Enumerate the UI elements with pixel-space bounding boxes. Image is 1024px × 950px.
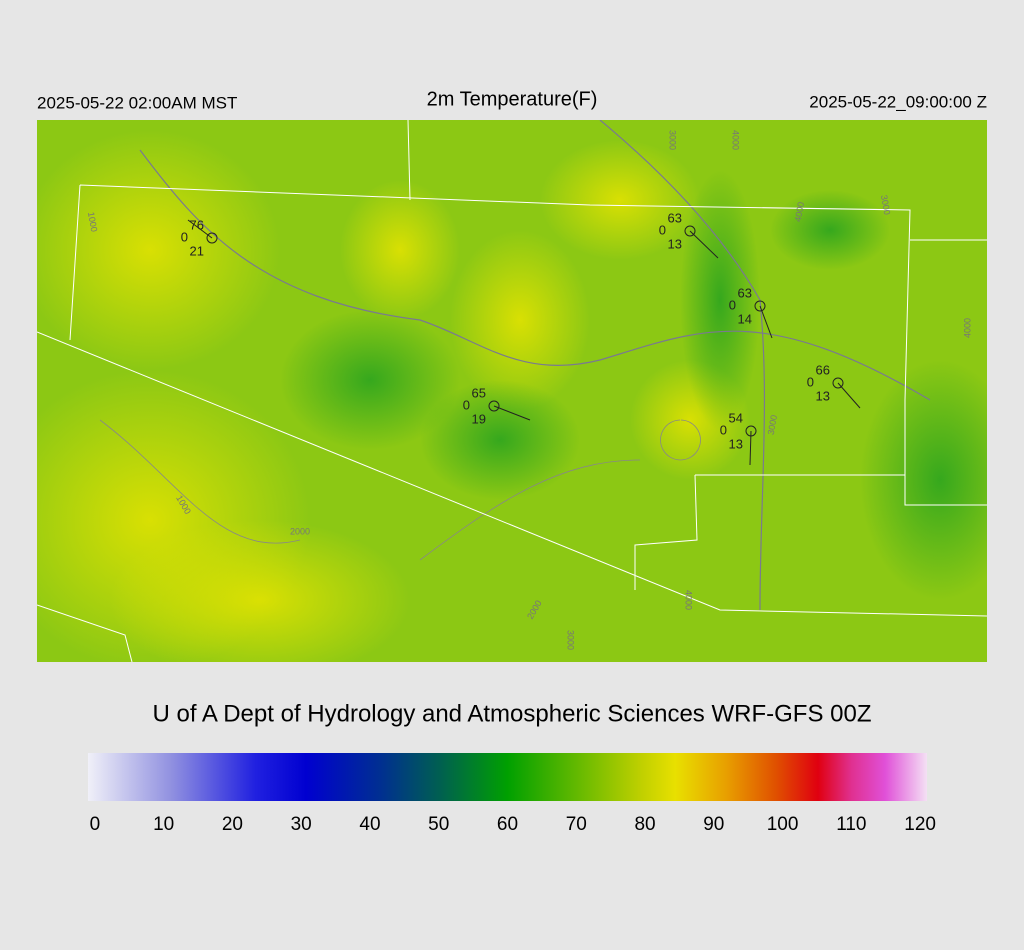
colorbar-tick-label: 80 — [634, 814, 655, 835]
station-temperature: 76 — [190, 217, 204, 232]
colorbar-tick-label: 20 — [222, 814, 243, 835]
station-temperature: 66 — [816, 362, 830, 377]
wind-barb — [749, 430, 752, 466]
station-dewpoint: 0 — [729, 297, 736, 312]
map-title: 2m Temperature(F) — [427, 88, 598, 110]
station-dewpoint: 0 — [720, 422, 727, 437]
station-temperature: 63 — [668, 210, 682, 225]
wind-barb — [493, 405, 531, 421]
station-wind: 21 — [190, 243, 204, 258]
station-marker — [832, 377, 844, 389]
model-credit: U of A Dept of Hydrology and Atmospheric… — [153, 700, 872, 727]
contour-label: 3000 — [668, 130, 678, 150]
colorbar-tick-label: 90 — [703, 814, 724, 835]
contour-label: 2000 — [290, 526, 310, 536]
colorbar-tick-label: 30 — [291, 814, 312, 835]
contour-label: 4000 — [793, 201, 806, 222]
colorbar-tick-label: 50 — [428, 814, 449, 835]
contour-label: 1000 — [86, 211, 99, 232]
contour-label: 4000 — [731, 130, 741, 150]
contour-label: 4000 — [962, 318, 972, 338]
valid-time-utc: 2025-05-22_09:00:00 Z — [809, 92, 987, 111]
station-wind: 13 — [816, 388, 830, 403]
colorbar — [88, 753, 927, 801]
station-dewpoint: 0 — [659, 222, 666, 237]
station-marker — [754, 300, 766, 312]
contour-label: 3000 — [766, 414, 779, 435]
wind-barb — [759, 305, 773, 339]
colorbar-tick-label: 70 — [566, 814, 587, 835]
wind-barb — [187, 219, 213, 239]
contour-label: 3000 — [879, 194, 892, 215]
wind-barb — [689, 230, 719, 259]
station-dewpoint: 0 — [807, 374, 814, 389]
valid-time-local: 2025-05-22 02:00AM MST — [37, 93, 237, 112]
station-dewpoint: 0 — [463, 397, 470, 412]
station-marker — [488, 400, 500, 412]
colorbar-tick-label: 10 — [153, 814, 174, 835]
station-marker — [684, 225, 696, 237]
station-dewpoint: 0 — [181, 229, 188, 244]
colorbar-tick-label: 110 — [836, 814, 866, 835]
station-marker — [206, 232, 218, 244]
wind-barb — [837, 382, 861, 409]
station-temperature: 63 — [738, 285, 752, 300]
station-temperature: 54 — [729, 410, 743, 425]
station-wind: 19 — [472, 411, 486, 426]
temperature-field — [37, 120, 987, 662]
station-wind: 13 — [668, 236, 682, 251]
station-temperature: 65 — [472, 385, 486, 400]
colorbar-tick-label: 40 — [359, 814, 380, 835]
station-wind: 14 — [738, 311, 752, 326]
colorbar-tick-label: 120 — [904, 814, 936, 835]
colorbar-tick-label: 60 — [497, 814, 518, 835]
station-wind: 13 — [729, 436, 743, 451]
contour-label: 3000 — [566, 630, 576, 650]
colorbar-tick-label: 0 — [90, 814, 101, 835]
contour-label: 4000 — [684, 590, 694, 610]
colorbar-tick-label: 100 — [767, 814, 799, 835]
